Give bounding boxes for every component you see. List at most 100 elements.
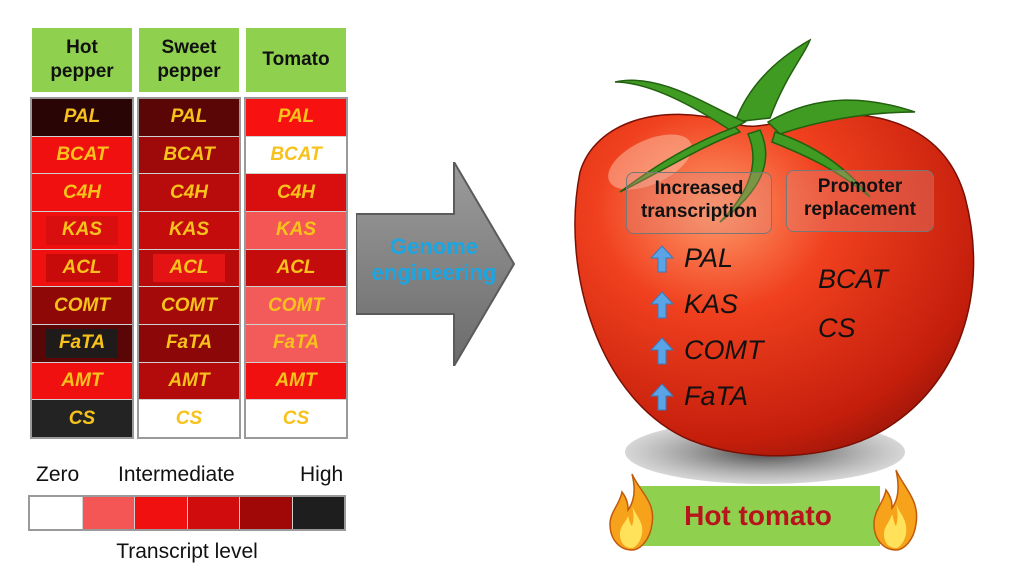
gene-label: AMT bbox=[168, 370, 210, 392]
column-header-0: Hot pepper bbox=[32, 28, 132, 92]
gene-cell: COMT bbox=[246, 287, 346, 326]
gene-label: BCAT bbox=[163, 144, 215, 165]
up-gene-label: KAS bbox=[684, 289, 739, 319]
up-arrow-icon bbox=[650, 383, 674, 411]
increased-box-line1: Increased bbox=[654, 178, 744, 199]
column-header-line: Tomato bbox=[262, 49, 330, 70]
gene-cell: CS bbox=[32, 400, 132, 438]
up-gene-label: COMT bbox=[684, 335, 764, 365]
up-regulated-gene: FaTA bbox=[650, 381, 748, 412]
up-gene-label: FaTA bbox=[684, 381, 749, 411]
gene-cell: BCAT bbox=[246, 136, 346, 175]
flame-icon bbox=[609, 473, 654, 551]
banner-text: Hot tomato bbox=[684, 500, 832, 531]
gene-cell: CS bbox=[246, 400, 346, 438]
gene-label: CS bbox=[68, 407, 96, 429]
gene-cell-inner bbox=[46, 253, 118, 283]
gene-cell: KAS bbox=[246, 212, 346, 250]
scale-swatch bbox=[82, 497, 135, 529]
column-header-1: Sweet pepper bbox=[139, 28, 239, 92]
gene-label: FaTA bbox=[165, 332, 213, 354]
gene-cell: C4H bbox=[139, 174, 239, 213]
gene-cell: PAL bbox=[246, 99, 346, 137]
gene-label: PAL bbox=[63, 106, 101, 128]
gene-label: FaTA bbox=[272, 332, 320, 354]
gene-column-2: PAL BCAT C4H KAS ACL COMT FaTA AMT CS bbox=[244, 97, 348, 439]
gene-cell: C4H bbox=[32, 174, 132, 213]
promoter-replacement-box: Promoter replacement bbox=[786, 170, 934, 232]
gene-cell: FaTA bbox=[246, 325, 346, 363]
flame-icon bbox=[873, 469, 918, 551]
column-header-line: Sweet bbox=[161, 37, 217, 58]
scale-swatch bbox=[187, 497, 240, 529]
gene-cell: FaTA bbox=[32, 325, 132, 363]
gene-cell-inner bbox=[153, 253, 225, 283]
gene-cell: ACL bbox=[139, 249, 239, 288]
promoter-gene-label: CS bbox=[818, 313, 856, 343]
gene-cell: BCAT bbox=[139, 136, 239, 175]
gene-label: ACL bbox=[62, 257, 102, 279]
scale-swatch bbox=[135, 497, 188, 529]
gene-label: AMT bbox=[275, 370, 317, 392]
gene-label: BCAT bbox=[56, 144, 108, 165]
gene-cell: CS bbox=[139, 400, 239, 438]
gene-cell: COMT bbox=[32, 287, 132, 326]
gene-column-1: PAL BCAT C4H KAS ACL COMT FaTA AMT CS bbox=[137, 97, 241, 439]
arrow-label-line1: Genome bbox=[389, 234, 479, 259]
scale-swatch bbox=[30, 497, 83, 529]
gene-cell-inner bbox=[46, 329, 118, 358]
gene-cell: AMT bbox=[246, 362, 346, 401]
promoter-gene-label: BCAT bbox=[818, 264, 889, 294]
gene-cell: AMT bbox=[139, 362, 239, 401]
gene-label: PAL bbox=[277, 106, 315, 128]
gene-column-0: PAL BCAT C4H KAS ACL COMT FaTA AMT CS bbox=[30, 97, 134, 439]
column-header-line: pepper bbox=[50, 61, 114, 82]
column-header-line: Hot bbox=[66, 37, 98, 58]
gene-label: KAS bbox=[275, 219, 317, 241]
up-gene-label: PAL bbox=[684, 243, 734, 273]
column-header-2: Tomato bbox=[246, 28, 346, 92]
scale-label-intermediate: Intermediate bbox=[118, 463, 235, 486]
transcript-scale-bar bbox=[28, 495, 346, 531]
gene-cell: ACL bbox=[246, 249, 346, 288]
gene-cell: AMT bbox=[32, 362, 132, 401]
gene-cell-inner bbox=[46, 216, 118, 245]
gene-cell: PAL bbox=[32, 99, 132, 137]
gene-cell: ACL bbox=[32, 249, 132, 288]
increased-box-line2: transcription bbox=[640, 201, 758, 222]
scale-title: Transcript level bbox=[116, 540, 258, 563]
increased-transcription-box: Increased transcription bbox=[626, 172, 772, 234]
tomato-illustration bbox=[574, 38, 975, 484]
gene-cell: C4H bbox=[246, 174, 346, 213]
hot-tomato-banner: Hot tomato bbox=[636, 486, 880, 546]
genome-engineering-arrow bbox=[356, 162, 516, 366]
up-regulated-gene: KAS bbox=[650, 289, 738, 320]
gene-label: FaTA bbox=[58, 332, 106, 354]
gene-label: ACL bbox=[276, 257, 316, 279]
gene-label: C4H bbox=[169, 181, 208, 203]
scale-swatch bbox=[240, 497, 293, 529]
scale-label-zero: Zero bbox=[36, 463, 80, 486]
tomato-stem bbox=[614, 38, 916, 223]
promoter-box-line1: Promoter bbox=[817, 176, 903, 197]
up-arrow-icon bbox=[650, 291, 674, 319]
gene-label: KAS bbox=[61, 219, 103, 241]
column-header-line: pepper bbox=[157, 61, 221, 82]
gene-label: COMT bbox=[54, 294, 110, 316]
up-arrow-icon bbox=[650, 337, 674, 365]
gene-label: AMT bbox=[61, 370, 103, 392]
arrow-label-line2: engineering bbox=[371, 260, 497, 285]
gene-label: CS bbox=[282, 407, 310, 429]
gene-label: C4H bbox=[62, 181, 101, 203]
gene-cell: KAS bbox=[32, 212, 132, 250]
promoter-box-line2: replacement bbox=[804, 199, 916, 220]
scale-label-high: High bbox=[300, 463, 344, 486]
gene-cell: COMT bbox=[139, 287, 239, 326]
gene-cell: BCAT bbox=[32, 136, 132, 175]
gene-label: COMT bbox=[268, 294, 324, 316]
gene-label: COMT bbox=[161, 294, 217, 316]
scale-swatch bbox=[292, 497, 344, 529]
gene-label: CS bbox=[175, 407, 203, 429]
up-regulated-gene: COMT bbox=[650, 335, 763, 366]
genome-engineering-label: Genome engineering bbox=[356, 234, 512, 286]
